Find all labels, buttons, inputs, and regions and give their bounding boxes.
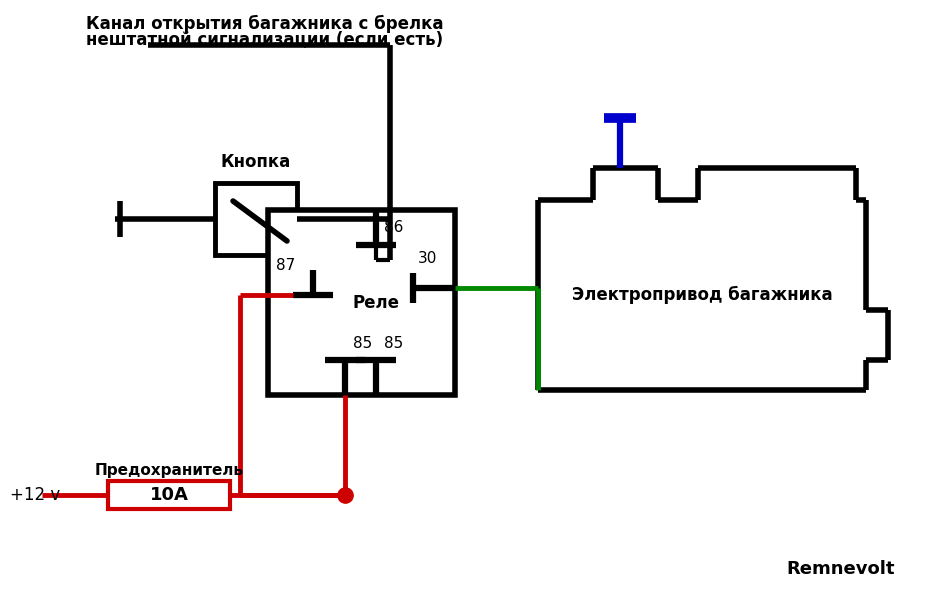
Bar xyxy=(215,183,297,255)
Bar xyxy=(530,167,860,352)
Text: Remnevolt: Remnevolt xyxy=(786,560,895,578)
Bar xyxy=(108,481,230,509)
Text: 87: 87 xyxy=(276,257,295,272)
Text: 85: 85 xyxy=(384,335,403,350)
Text: +12 v: +12 v xyxy=(10,486,60,504)
Text: Кнопка: Кнопка xyxy=(221,153,291,171)
Text: 10А: 10А xyxy=(150,486,189,504)
Bar xyxy=(538,168,866,390)
Text: нештатной сигнализации (если есть): нештатной сигнализации (если есть) xyxy=(86,30,444,48)
Text: Реле: Реле xyxy=(352,294,400,312)
Text: Предохранитель: Предохранитель xyxy=(94,463,243,478)
Text: Канал открытия багажника с брелка: Канал открытия багажника с брелка xyxy=(86,15,444,33)
Text: Электропривод багажника: Электропривод багажника xyxy=(572,286,832,304)
Bar xyxy=(268,210,455,395)
Text: 30: 30 xyxy=(418,251,438,266)
Text: 86: 86 xyxy=(384,220,403,235)
Text: 85: 85 xyxy=(353,335,372,350)
